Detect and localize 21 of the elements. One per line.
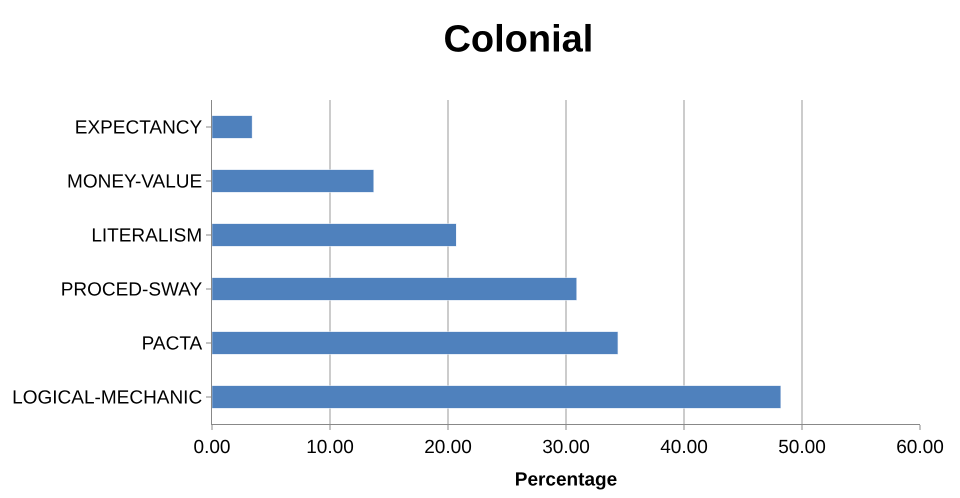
x-axis-title: Percentage	[514, 470, 618, 491]
bar	[212, 223, 457, 247]
x-tick-label: 0.00	[194, 436, 230, 458]
x-tick-label: 30.00	[542, 436, 590, 458]
bar	[212, 115, 252, 139]
chart-title: Colonial	[443, 18, 594, 60]
y-tick-label: PACTA	[142, 334, 203, 355]
x-tick-label: 10.00	[306, 436, 354, 458]
x-tick-label: 40.00	[660, 436, 708, 458]
y-tick-label: PROCED-SWAY	[60, 280, 203, 301]
x-tick-label: 50.00	[778, 436, 826, 458]
bar	[212, 331, 618, 355]
x-tick-label: 60.00	[896, 436, 944, 458]
y-tick-label: EXPECTANCY	[74, 118, 203, 139]
bar	[212, 385, 782, 409]
y-tick-label: LITERALISM	[91, 226, 202, 247]
x-tick-label: 20.00	[424, 436, 472, 458]
y-tick-label: LOGICAL-MECHANIC	[12, 388, 202, 409]
bar	[212, 169, 374, 193]
bar	[212, 277, 577, 301]
y-tick-label: MONEY-VALUE	[67, 172, 202, 193]
